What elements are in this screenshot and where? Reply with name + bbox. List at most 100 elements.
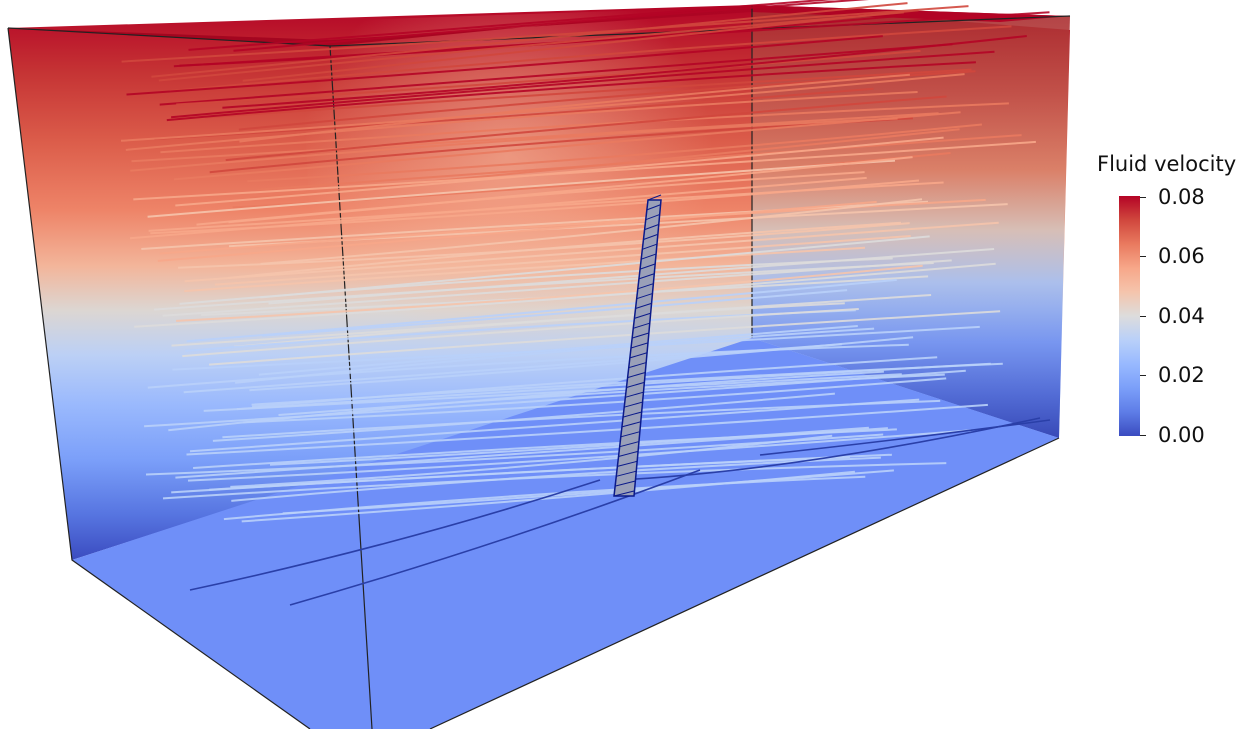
streamline: [182, 308, 859, 358]
cylinder-mesh-line: [627, 372, 645, 379]
streamline: [129, 176, 867, 240]
streamline: [130, 117, 898, 172]
colorbar: [1119, 196, 1140, 436]
cylinder-mesh-line: [636, 293, 653, 300]
cylinder-mesh-line: [620, 431, 640, 438]
streamline: [189, 479, 601, 591]
cylinder-mesh-line: [613, 490, 635, 497]
colorbar-tick-label: 0.04: [1158, 304, 1205, 328]
cylinder-mesh-line: [617, 460, 637, 467]
cylinder-mesh-line: [634, 312, 651, 319]
streamline: [184, 246, 866, 293]
cylinder-mesh-line: [633, 322, 650, 329]
cylinder-mesh-line: [635, 303, 652, 309]
streamline: [214, 235, 911, 286]
streamline: [171, 456, 850, 494]
streamline: [148, 181, 944, 232]
streamline: [289, 469, 701, 606]
cylinder-mesh-line: [622, 411, 642, 418]
right-wall: [752, 5, 1070, 438]
streamline: [262, 289, 848, 337]
streamline: [157, 200, 877, 262]
streamline: [121, 5, 969, 63]
streamline: [144, 369, 966, 428]
streamline: [141, 200, 929, 250]
cylinder-mesh-line: [629, 352, 647, 359]
streamline: [168, 370, 884, 432]
colorbar-tick-label: 0.06: [1158, 244, 1205, 268]
streamline: [242, 9, 919, 82]
streamline: [759, 419, 1051, 456]
streamline: [231, 456, 881, 502]
streamline: [154, 87, 874, 140]
streamline: [159, 43, 953, 106]
streamline: [228, 156, 913, 224]
cylinder-mesh-line: [639, 263, 655, 270]
streamline: [166, 61, 976, 122]
streamline: [189, 398, 920, 453]
streamline: [269, 426, 869, 466]
cylinder-mesh-line: [618, 451, 638, 457]
streamline: [126, 35, 883, 96]
streamline: [175, 427, 888, 479]
streamline: [125, 91, 918, 151]
cylinder-mesh-line: [614, 480, 636, 487]
cylinder-mesh-line: [619, 441, 639, 448]
colorbar-tick-mark: [1140, 197, 1146, 198]
cylinder-structure: [613, 194, 662, 497]
streamline: [241, 470, 855, 523]
streamline: [134, 262, 996, 328]
streamline: [205, 68, 972, 119]
cylinder-mesh-line: [631, 332, 649, 339]
streamline: [260, 198, 923, 265]
streamline: [212, 392, 835, 442]
streamline: [619, 417, 1041, 481]
colorbar-tick-mark: [1140, 256, 1146, 257]
streamline: [171, 294, 932, 347]
streamline: [203, 373, 902, 412]
colorbar-tick-label: 0.00: [1158, 423, 1205, 447]
streamline: [260, 235, 930, 299]
cylinder-mesh-line: [624, 401, 643, 408]
cylinder-mesh-line: [645, 214, 660, 221]
streamline: [186, 278, 897, 343]
streamline: [151, 2, 908, 78]
floor: [72, 338, 1059, 729]
cylinder-mesh-line: [621, 421, 641, 428]
streamline: [268, 248, 995, 305]
streamline: [243, 377, 947, 424]
cylinder-mesh-line: [642, 243, 657, 250]
streamline: [222, 35, 1027, 109]
streamline: [233, 0, 870, 52]
streamline: [160, 102, 1009, 154]
streamline: [162, 462, 947, 500]
cylinder-mesh-line: [630, 342, 648, 349]
colorbar-tick-label: 0.02: [1158, 363, 1205, 387]
streamline: [184, 221, 999, 283]
cylinder-mesh-line: [638, 273, 654, 280]
streamline: [187, 429, 971, 482]
streamline: [258, 325, 858, 376]
colorbar-tick-mark: [1140, 435, 1146, 436]
cylinder-mesh-line: [628, 362, 646, 369]
streamline: [147, 159, 896, 218]
streamline: [186, 403, 988, 456]
colorbar-tick-label: 0.08: [1158, 185, 1205, 209]
streamline: [228, 221, 902, 279]
streamline: [133, 140, 1036, 201]
streamline: [209, 310, 1001, 366]
streamline: [176, 264, 923, 322]
streamline: [225, 95, 947, 162]
colorbar-tick-mark: [1140, 316, 1146, 317]
cylinder-mesh-line: [616, 470, 636, 477]
cylinder-mesh-line: [625, 391, 644, 398]
streamline: [176, 49, 921, 106]
streamline: [252, 356, 938, 408]
streamline: [179, 257, 893, 305]
cylinder-mesh-line: [637, 283, 654, 290]
streamline: [175, 136, 944, 207]
cylinder-mesh-line: [641, 253, 656, 260]
streamline: [249, 336, 914, 392]
colorbar-title: Fluid velocity: [1097, 152, 1237, 176]
